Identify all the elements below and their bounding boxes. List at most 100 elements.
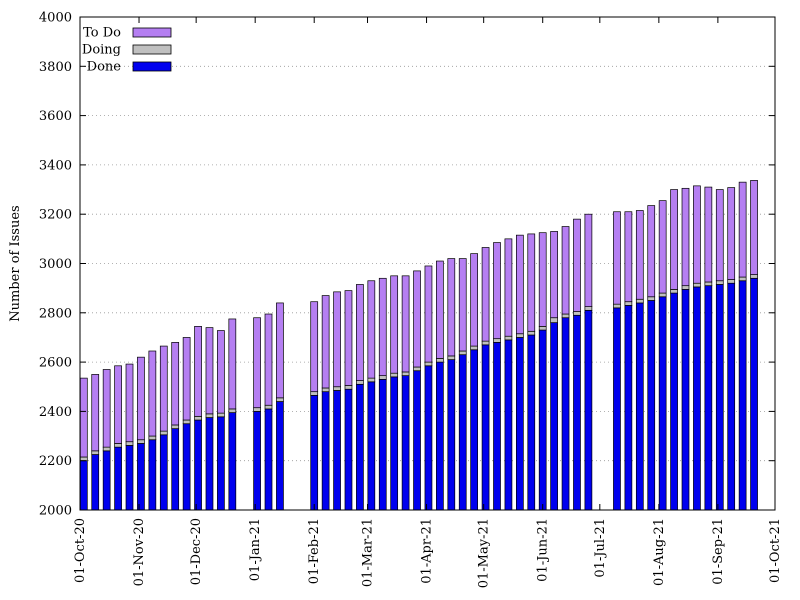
bar-segment-doing [658,292,667,298]
bar-segment-doing [321,387,330,393]
bar-segment-to-do [584,213,593,307]
bar-segment-done [493,342,501,511]
plot-frame [79,16,776,511]
x-axis-ticks: 01-Oct-20 01-Nov-20 01-Dec-20 01-Jan-21 01-F… [73,17,783,588]
bar-segment-to-do [401,275,410,373]
bar-stack [470,253,479,511]
bar-segment-done [205,417,214,511]
bar-stack [171,342,180,511]
legend-label: To Do [83,26,121,41]
bar-segment-doing [681,285,690,290]
bar-segment-to-do [624,211,633,303]
bar-segment-to-do [481,247,490,342]
bar-segment-done [613,307,621,511]
bar-stack [573,218,581,511]
bar-segment-to-do [458,258,467,352]
y-axis-title: Number of Issues [8,205,23,321]
bar-segment-done [413,370,421,511]
bar-segment-done [504,339,513,511]
bar-segment-to-do [647,205,656,298]
bar-segment-done [458,354,467,511]
bar-segment-done [228,412,237,511]
bar-segment-done [137,443,145,511]
bar-segment-done [527,334,536,511]
y-tick-label: 3800 [39,60,72,75]
bar-segment-doing [584,306,593,311]
bar-stack [114,365,122,511]
bar-segment-done [79,460,88,511]
x-tick-label: 01-Dec-20 [189,518,204,585]
bar-stack [515,234,524,511]
bar-stack [344,290,353,511]
bar-segment-to-do [670,189,678,290]
bar-stack [635,210,644,511]
bar-segment-to-do [228,318,237,410]
x-tick-label: 01-Jul-21 [593,518,608,578]
bar-segment-doing [493,338,501,343]
bar-stack [436,260,444,511]
bar-stack [253,317,261,511]
bar-segment-done [573,314,581,511]
bar-segment-to-do [159,345,168,432]
bar-stack [228,318,237,511]
bar-segment-doing [550,317,558,324]
bar-segment-doing [390,372,399,378]
bar-segment-to-do [504,238,513,337]
bar-segment-doing [670,289,678,294]
bar-segment-doing [102,446,111,452]
bar-segment-doing [458,350,467,356]
bar-segment-to-do [137,356,145,441]
bar-stack [194,326,202,511]
bar-segment-done [424,365,433,511]
bar-segment-to-do [693,185,701,284]
bar-segment-to-do [321,295,330,389]
bar-stack [481,247,490,511]
bar-segment-doing [171,424,180,430]
bar-stack [704,186,713,511]
bar-segment-doing [413,366,421,372]
y-tick-label: 3200 [39,208,72,223]
bar-segment-done [624,305,633,511]
bar-stack [561,226,570,511]
bar-stack [670,189,678,511]
bar-stack [321,295,330,511]
bar-stack [750,180,758,511]
bar-stack [681,187,690,511]
bar-segment-done [367,381,376,511]
bar-stack [159,345,168,511]
bar-segment-to-do [253,317,261,409]
x-tick-label: 01-Nov-20 [132,518,147,586]
bar-segment-doing [79,456,88,462]
bar-segment-to-do [194,326,202,417]
bar-segment-done [159,434,168,511]
bar-segment-done [704,285,713,511]
bar-segment-doing [401,371,410,377]
bar-segment-done [550,322,558,511]
bar-stack [693,185,701,511]
bar-segment-done [715,284,724,511]
bar-stack [217,330,225,511]
bar-stack [356,284,364,511]
bar-segment-done [481,344,490,511]
bar-segment-doing [527,330,536,336]
y-tick-label: 2400 [39,405,72,420]
bar-segment-to-do [447,258,456,357]
y-tick-label: 2800 [39,306,72,321]
bar-segment-done [670,292,678,511]
bar-stack [182,337,191,511]
bar-segment-doing [367,377,376,383]
bar-segment-to-do [493,242,501,340]
bar-stack [310,301,319,511]
bar-segment-to-do [102,369,111,448]
bar-segment-to-do [527,233,536,332]
bar-stack [333,291,341,511]
bar-segment-doing [217,412,225,418]
bar-segment-done [470,349,479,511]
bar-segment-to-do [333,291,341,388]
bar-segment-to-do [561,226,570,315]
bar-segment-doing [356,380,364,385]
bar-stack [447,258,456,511]
x-tick-label: 01-May-21 [477,518,492,588]
bar-segment-doing [125,441,134,446]
